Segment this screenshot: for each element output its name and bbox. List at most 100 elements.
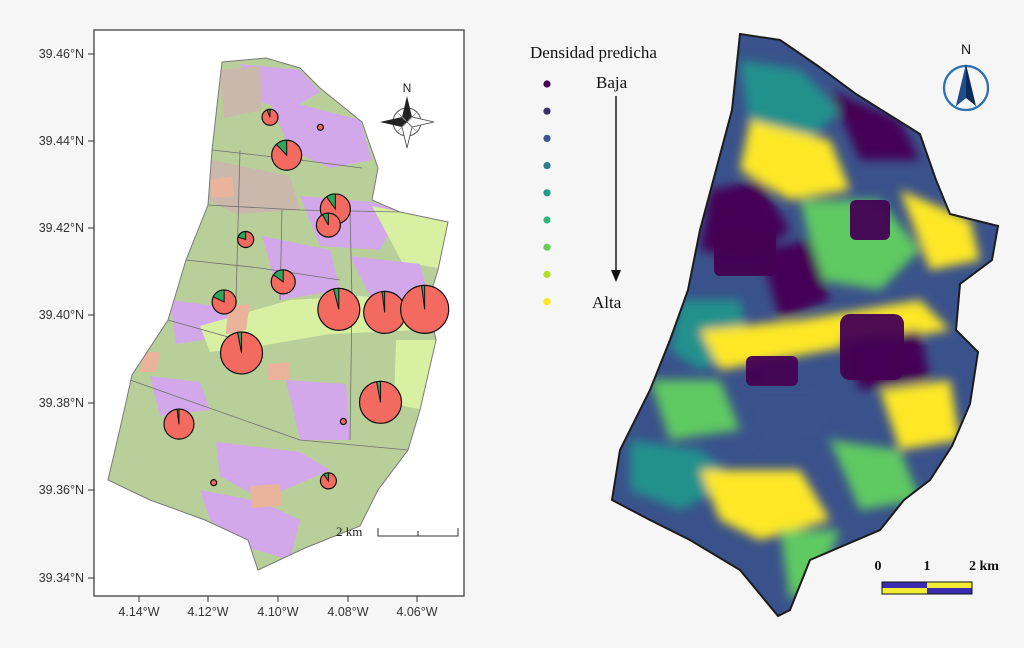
pie-minor-slice (176, 408, 180, 425)
density-scale-bar: 0 1 2 km (875, 559, 999, 595)
scale-segment (927, 582, 972, 588)
legend-high-label: Alta (592, 293, 622, 312)
pie-minor-slice (212, 289, 225, 303)
density-cell (780, 530, 840, 600)
north-label: N (403, 81, 412, 95)
pie-main-slice (210, 479, 218, 487)
scale-bar: 2 km (336, 524, 459, 539)
north-arrow-icon: N (942, 41, 990, 112)
lat-tick-label: 39.46°N (39, 47, 84, 61)
legend-title: Densidad predicha (530, 43, 657, 62)
pie-minor-slice (266, 108, 271, 118)
density-cell (830, 440, 920, 510)
legend-arrow-icon (611, 270, 621, 282)
pie-marker (163, 408, 195, 440)
legend-dot (543, 216, 551, 224)
pie-marker (219, 331, 264, 375)
pie-minor-slice (421, 284, 426, 310)
lat-tick-label: 39.44°N (39, 134, 84, 148)
lat-tick-label: 39.36°N (39, 483, 84, 497)
pie-minor-slice (275, 139, 288, 157)
heath-patch (286, 380, 350, 440)
pie-marker (261, 108, 279, 126)
lon-tick-label: 4.10°W (257, 605, 298, 619)
scale-tick-label: 2 km (969, 559, 999, 574)
pie-marker (319, 472, 337, 490)
scale-label: 2 km (336, 524, 362, 539)
lat-tick-label: 39.40°N (39, 308, 84, 322)
latitude-axis: 39.46°N 39.44°N 39.42°N 39.40°N 39.38°N … (39, 47, 94, 585)
pie-minor-slice (332, 287, 340, 310)
heath-patch (200, 490, 300, 560)
crop-patch (210, 176, 234, 198)
density-cell (880, 380, 960, 450)
pie-marker (317, 287, 361, 331)
lat-tick-label: 39.34°N (39, 571, 84, 585)
crop-patch (268, 362, 290, 380)
pie-marker (315, 212, 341, 238)
legend-dot (543, 80, 551, 88)
scale-tick-label: 1 (924, 559, 931, 574)
pie-minor-slice (375, 380, 382, 403)
lon-tick-label: 4.14°W (118, 605, 159, 619)
legend-dot (543, 162, 551, 170)
lat-tick-label: 39.38°N (39, 396, 84, 410)
grass-patch (372, 206, 448, 268)
density-cell (900, 190, 980, 270)
pie-marker (363, 290, 407, 335)
pie-minor-slice (237, 231, 247, 241)
legend-low-label: Baja (596, 73, 628, 92)
crop-patch (250, 484, 282, 508)
density-cell (740, 120, 850, 200)
pie-marker (271, 139, 303, 171)
legend-dot (543, 298, 551, 306)
scale-segment (927, 588, 972, 594)
pie-marker (316, 123, 324, 131)
density-cell (760, 240, 830, 320)
abundance-pies (163, 108, 450, 490)
pie-minor-slice (272, 269, 284, 283)
pie-main-slice (339, 417, 347, 426)
density-outline (610, 32, 1000, 618)
density-cell (840, 314, 904, 380)
north-label: N (961, 41, 971, 57)
study-area-outline (107, 57, 449, 571)
heath-patch (150, 376, 210, 416)
density-cell (714, 228, 776, 276)
density-legend: Densidad predicha Baja Alta (530, 43, 657, 312)
pie-marker (210, 479, 218, 487)
pie-marker (339, 417, 347, 426)
pie-minor-slice (322, 472, 329, 483)
crop-patch (140, 352, 160, 372)
scale-tick-label: 0 (875, 559, 882, 574)
heath-patch (216, 442, 330, 500)
pie-minor-slice (325, 193, 336, 211)
pie-minor-slice (381, 290, 386, 313)
compass-rose-icon: N (380, 81, 435, 149)
pie-marker (211, 289, 237, 315)
density-raster (612, 34, 998, 616)
lon-tick-label: 4.06°W (396, 605, 437, 619)
longitude-axis: 4.14°W 4.12°W 4.10°W 4.08°W 4.06°W (118, 596, 438, 619)
pie-marker (270, 269, 296, 295)
pie-main-slice (316, 123, 324, 131)
legend-dot (543, 189, 551, 197)
density-cell (740, 390, 830, 450)
sand-patch (208, 160, 300, 214)
lat-tick-label: 39.42°N (39, 221, 84, 235)
scale-segment (882, 582, 927, 588)
legend-dot (543, 243, 551, 251)
pie-minor-slice (236, 331, 243, 354)
land-use-map: 39.46°N 39.44°N 39.42°N 39.40°N 39.38°N … (0, 0, 500, 648)
density-map: Densidad predicha Baja Alta N 0 1 2 km (530, 32, 1000, 618)
legend-dot (543, 270, 551, 278)
legend-dot (543, 134, 551, 142)
pie-marker (400, 284, 450, 334)
sand-patch (220, 66, 262, 118)
density-cell (700, 470, 830, 540)
legend-dots (543, 80, 551, 306)
legend-dot (543, 107, 551, 115)
lon-tick-label: 4.08°W (327, 605, 368, 619)
density-cell (746, 356, 798, 386)
